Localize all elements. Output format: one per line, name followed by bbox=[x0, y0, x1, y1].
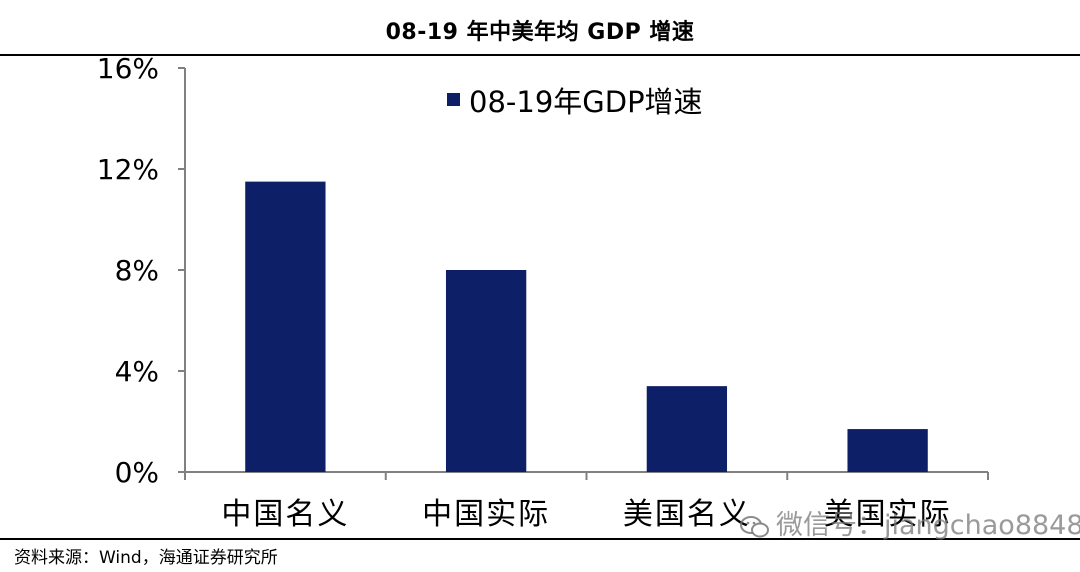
legend: 08-19年GDP增速 bbox=[447, 85, 703, 119]
x-tick-label: 美国实际 bbox=[824, 497, 952, 532]
bar bbox=[646, 386, 728, 472]
bars bbox=[245, 181, 928, 472]
watermark: 微信号：jiangchao8848 bbox=[740, 503, 1080, 542]
y-tick-label: 8% bbox=[115, 254, 159, 287]
bar bbox=[245, 181, 326, 472]
x-tick-label: 中国名义 bbox=[221, 497, 349, 532]
wechat-icon bbox=[740, 515, 769, 537]
x-tick-label: 中国实际 bbox=[422, 497, 550, 532]
y-axis: 0% 4% 8% 12% 16% bbox=[97, 52, 186, 489]
y-tick-label: 16% bbox=[97, 52, 159, 85]
top-rule bbox=[0, 54, 1080, 56]
y-tick-label: 0% bbox=[115, 456, 159, 489]
watermark-text: 微信号：jiangchao8848 bbox=[776, 510, 1080, 541]
x-tick-label: 美国名义 bbox=[623, 497, 751, 532]
y-tick-label: 12% bbox=[97, 153, 159, 186]
source-note: 资料来源：Wind，海通证券研究所 bbox=[14, 548, 278, 568]
header-band: 08-19 年中美年均 GDP 增速 bbox=[0, 0, 1080, 56]
y-tick-label: 4% bbox=[115, 355, 159, 388]
legend-label: 08-19年GDP增速 bbox=[469, 85, 703, 119]
chart-title: 08-19 年中美年均 GDP 增速 bbox=[385, 20, 695, 45]
bar bbox=[847, 429, 928, 472]
bottom-rule bbox=[0, 538, 1080, 540]
bar bbox=[445, 270, 527, 472]
legend-swatch bbox=[447, 93, 460, 106]
